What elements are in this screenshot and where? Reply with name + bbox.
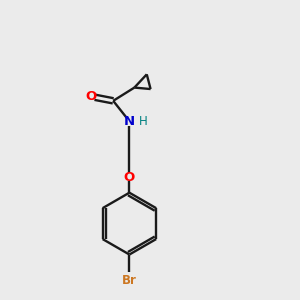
Text: O: O: [86, 90, 97, 103]
Text: Br: Br: [122, 274, 137, 287]
Text: N: N: [124, 115, 135, 128]
Text: O: O: [124, 171, 135, 184]
Text: H: H: [139, 115, 148, 128]
